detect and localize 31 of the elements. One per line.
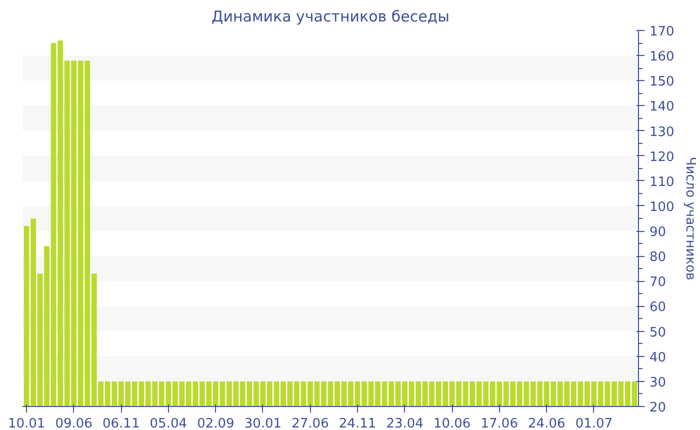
y-tick-label: 130 bbox=[650, 124, 674, 140]
x-tick-label: 02.09 bbox=[197, 416, 234, 430]
y-tick-label: 20 bbox=[650, 400, 666, 416]
y-tick-label: 40 bbox=[650, 350, 666, 366]
y-tick-label: 150 bbox=[650, 74, 674, 90]
y-tick-label: 70 bbox=[650, 275, 666, 290]
x-tick-label: 17.06 bbox=[480, 416, 518, 430]
x-tick-label: 01.07 bbox=[575, 416, 613, 430]
y-tick-label: 60 bbox=[650, 300, 666, 316]
x-tick-label: 24.06 bbox=[528, 416, 566, 430]
chart-title: Динамика участников беседы bbox=[211, 8, 450, 26]
x-tick-label: 27.06 bbox=[292, 416, 329, 430]
y-tick-label: 50 bbox=[650, 325, 666, 340]
x-tick-label: 05.04 bbox=[150, 416, 188, 430]
x-tick-label: 10.06 bbox=[433, 416, 471, 430]
x-tick-label: 10.01 bbox=[8, 416, 46, 430]
y-tick-label: 160 bbox=[650, 50, 674, 65]
x-tick-label: 09.06 bbox=[55, 416, 92, 430]
y-tick-label: 30 bbox=[650, 375, 666, 390]
y-tick-label: 80 bbox=[650, 250, 666, 266]
y-axis-title: Число участников bbox=[682, 156, 698, 280]
y-tick-label: 140 bbox=[650, 100, 674, 115]
x-tick-label: 23.04 bbox=[386, 416, 424, 430]
x-tick-label: 06.11 bbox=[102, 416, 140, 430]
y-tick-label: 170 bbox=[650, 24, 674, 40]
y-tick-label: 100 bbox=[650, 200, 674, 215]
y-tick-label: 120 bbox=[650, 150, 674, 165]
y-tick-label: 90 bbox=[650, 225, 666, 240]
x-tick-label: 24.11 bbox=[338, 416, 376, 430]
x-tick-label: 30.01 bbox=[244, 416, 282, 430]
y-tick-label: 110 bbox=[650, 174, 674, 190]
